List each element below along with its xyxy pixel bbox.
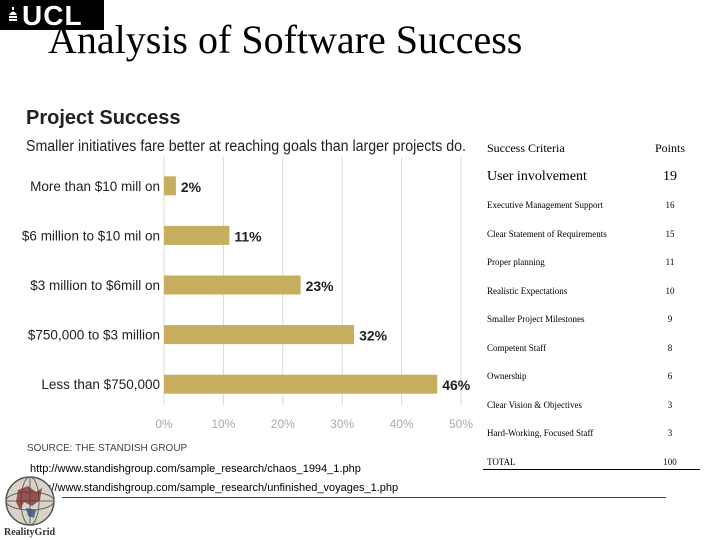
bar: [164, 275, 301, 295]
table-row: User involvement 19: [483, 163, 700, 191]
table-row: Smaller Project Milestones 9: [483, 305, 700, 334]
footer-divider: [62, 497, 666, 498]
criteria-cell: User involvement: [487, 169, 587, 184]
bar: [164, 374, 438, 394]
table-header-row: Success Criteria Points: [483, 134, 700, 163]
table-bottom-border: [483, 469, 700, 470]
ucl-logo-text: UCL: [22, 0, 83, 31]
category-label: Less than $750,000: [41, 377, 160, 392]
points-cell: 3: [667, 428, 673, 439]
project-success-chart: Project Success Smaller initiatives fare …: [22, 107, 473, 454]
bar-value-label: 23%: [306, 278, 335, 294]
points-cell: 9: [667, 314, 673, 325]
criteria-cell: Proper planning: [487, 257, 545, 268]
success-criteria-table: Success Criteria Points User involvement…: [483, 134, 700, 476]
points-cell: 16: [665, 200, 675, 211]
criteria-cell: Competent Staff: [487, 342, 547, 353]
criteria-cell: Clear Statement of Requirements: [487, 228, 607, 239]
points-cell: 19: [663, 169, 677, 184]
points-cell: 10: [665, 285, 675, 296]
points-cell: 6: [667, 371, 673, 382]
criteria-cell: Smaller Project Milestones: [487, 314, 585, 325]
slide-title: Analysis of Software Success: [48, 17, 523, 62]
table-row: Clear Vision & Objectives 3: [483, 391, 700, 420]
table-row: Hard-Working, Focused Staff 3: [483, 419, 700, 448]
ucl-logo: UCL: [0, 0, 104, 31]
chart-title: Project Success: [26, 107, 181, 129]
category-label: $3 million to $6mill on: [30, 278, 160, 293]
table-row: Clear Statement of Requirements 15: [483, 220, 700, 249]
bar: [164, 176, 176, 196]
criteria-cell: Ownership: [487, 371, 527, 382]
bar-value-label: 32%: [359, 328, 388, 344]
points-cell: 3: [667, 399, 673, 410]
source-link-chaos[interactable]: http://www.standishgroup.com/sample_rese…: [30, 463, 361, 475]
criteria-cell: Executive Management Support: [487, 200, 603, 211]
category-label: $6 million to $10 mil on: [22, 228, 160, 243]
criteria-cell: TOTAL: [487, 456, 516, 467]
category-label: More than $10 mill on: [30, 179, 160, 194]
x-tick-label: 20%: [271, 417, 295, 431]
table-row: Proper planning 11: [483, 248, 700, 277]
table-row: TOTAL 100: [483, 448, 700, 477]
table-row: Competent Staff 8: [483, 334, 700, 363]
x-tick-label: 0%: [155, 417, 173, 431]
bar-value-label: 46%: [442, 377, 471, 393]
x-tick-label: 40%: [390, 417, 414, 431]
category-label: $750,000 to $3 million: [28, 328, 160, 343]
bar-value-label: 2%: [181, 179, 202, 195]
table-row: Realistic Expectations 10: [483, 277, 700, 306]
points-cell: 100: [663, 456, 677, 467]
realitygrid-globe-icon: [5, 476, 55, 526]
table-row: Ownership 6: [483, 362, 700, 391]
x-tick-label: 10%: [211, 417, 235, 431]
x-tick-label: 50%: [449, 417, 473, 431]
chart-subtitle: Smaller initiatives fare better at reach…: [26, 138, 466, 155]
ucl-dome-icon: [9, 7, 17, 21]
bar: [164, 225, 230, 245]
source-link-unfinished-voyages[interactable]: http://www.standishgroup.com/sample_rese…: [30, 482, 399, 494]
criteria-cell: Hard-Working, Focused Staff: [487, 428, 594, 439]
table-row: Executive Management Support 16: [483, 191, 700, 220]
chart-source: SOURCE: THE STANDISH GROUP: [27, 443, 188, 454]
bar-value-label: 11%: [234, 228, 262, 244]
realitygrid-logo-text: RealityGrid: [4, 527, 56, 538]
points-cell: 11: [665, 257, 675, 268]
bar: [164, 325, 355, 345]
criteria-header: Success Criteria: [487, 141, 565, 155]
points-cell: 8: [667, 342, 673, 353]
points-header: Points: [654, 141, 685, 155]
x-tick-label: 30%: [330, 417, 354, 431]
points-cell: 15: [665, 228, 675, 239]
criteria-cell: Realistic Expectations: [487, 285, 568, 296]
criteria-cell: Clear Vision & Objectives: [487, 399, 583, 410]
